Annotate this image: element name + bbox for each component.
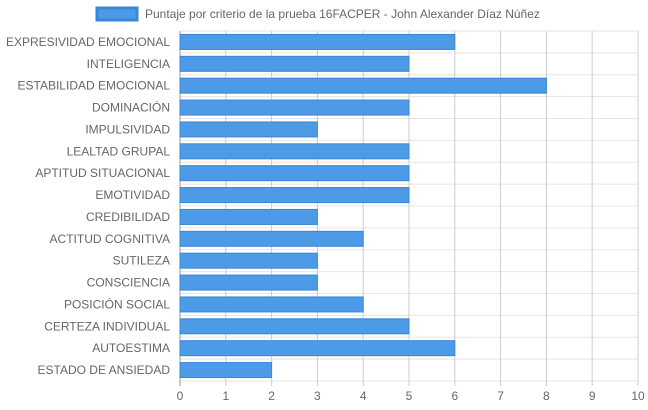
x-axis-tick-labels: 0 1 2 3 4 5 6 7 8 9 10	[177, 389, 645, 403]
category-label: CREDIBILIDAD	[86, 210, 170, 224]
x-tick-label: 8	[543, 389, 550, 403]
category-label: ESTADO DE ANSIEDAD	[38, 363, 171, 377]
category-label: APTITUD SITUACIONAL	[35, 166, 170, 180]
category-label: LEALTAD GRUPAL	[67, 144, 171, 158]
legend[interactable]: Puntaje por criterio de la prueba 16FACP…	[95, 6, 540, 22]
bar	[179, 165, 410, 182]
bar	[179, 274, 318, 291]
category-label: ESTABILIDAD EMOCIONAL	[18, 79, 171, 93]
category-label: AUTOESTIMA	[92, 341, 170, 355]
category-label: DOMINACIÓN	[92, 100, 170, 115]
category-label: EMOTIVIDAD	[95, 188, 170, 202]
x-tick-label: 7	[497, 389, 504, 403]
category-label: SUTILEZA	[113, 254, 170, 268]
x-tick-label: 3	[314, 389, 321, 403]
bar	[179, 296, 364, 313]
bar	[179, 318, 410, 335]
category-label: CERTEZA INDIVIDUAL	[44, 319, 170, 333]
category-label: EXPRESIVIDAD EMOCIONAL	[6, 35, 170, 49]
x-tick-label: 0	[177, 389, 184, 403]
bar	[179, 55, 410, 72]
x-tick-label: 4	[360, 389, 367, 403]
bar	[179, 187, 410, 204]
category-labels: EXPRESIVIDAD EMOCIONAL INTELIGENCIA ESTABI…	[6, 35, 170, 377]
x-tick-label: 9	[589, 389, 596, 403]
category-label: POSICIÓN SOCIAL	[64, 296, 170, 311]
bar	[179, 99, 410, 116]
x-tick-label: 10	[631, 389, 645, 403]
bar	[179, 340, 456, 357]
bar	[179, 230, 364, 247]
x-tick-label: 2	[268, 389, 275, 403]
bar	[179, 252, 318, 269]
bar	[179, 77, 547, 94]
x-tick-label: 5	[406, 389, 413, 403]
bar	[179, 121, 318, 138]
legend-label: Puntaje por criterio de la prueba 16FACP…	[145, 7, 540, 21]
bars	[179, 33, 547, 379]
x-tick-label: 6	[451, 389, 458, 403]
category-label: IMPULSIVIDAD	[85, 122, 170, 136]
bar	[179, 33, 456, 50]
category-label: CONSCIENCIA	[87, 276, 170, 290]
bar	[179, 143, 410, 160]
x-tick-label: 1	[222, 389, 229, 403]
category-label: INTELIGENCIA	[87, 57, 170, 71]
bar	[179, 208, 318, 225]
legend-swatch	[95, 6, 139, 22]
category-label: ACTITUD COGNITIVA	[50, 232, 170, 246]
bar	[179, 362, 273, 379]
